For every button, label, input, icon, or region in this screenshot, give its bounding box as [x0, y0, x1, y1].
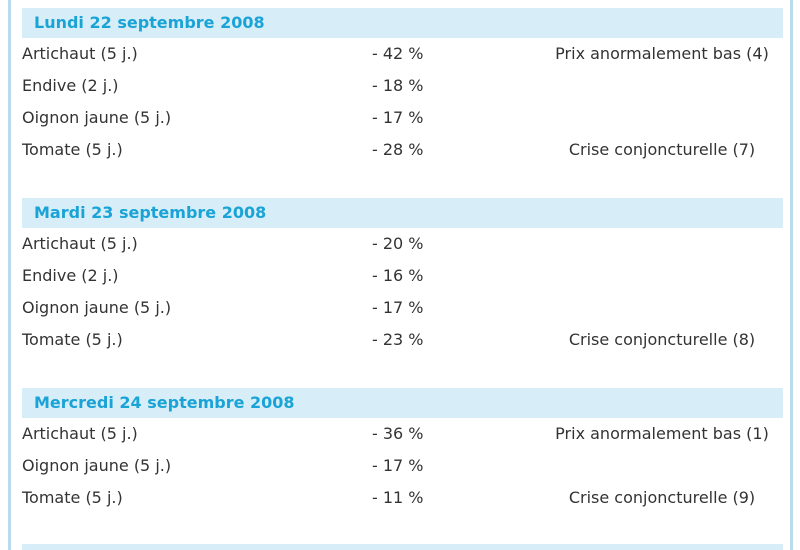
product: Oignon jaune (5 j.) — [22, 298, 172, 317]
product: Artichaut (5 j.) — [22, 44, 138, 63]
table-row: Artichaut (5 j.) - 20 % — [22, 228, 783, 260]
change: - 18 % — [372, 76, 424, 95]
change: - 36 % — [372, 424, 424, 443]
change: - 28 % — [372, 140, 424, 159]
change: - 16 % — [372, 266, 424, 285]
status: Crise conjoncturelle (7) — [568, 140, 756, 159]
table-row: Tomate (5 j.) - 23 % Crise conjoncturelle … — [22, 324, 783, 356]
section-title: Mardi 23 septembre 2008 — [22, 198, 783, 228]
product: Endive (2 j.) — [22, 266, 119, 285]
change: - 17 % — [372, 456, 424, 475]
change: - 23 % — [372, 330, 424, 349]
table-row: Oignon jaune (5 j.) - 17 % — [22, 450, 783, 482]
status: Crise conjoncturelle (9) — [568, 488, 756, 507]
frame-right — [790, 0, 793, 550]
table-row: Artichaut (5 j.) - 42 % Prix anormalement … — [22, 38, 783, 70]
status: Prix anormalement bas (4) — [555, 44, 769, 63]
change: - 11 % — [372, 488, 424, 507]
change: - 42 % — [372, 44, 424, 63]
product: Oignon jaune (5 j.) — [22, 456, 172, 475]
section-title: Lundi 22 septembre 2008 — [22, 8, 783, 38]
section-title: Mercredi 24 septembre 2008 — [22, 388, 783, 418]
product: Tomate (5 j.) — [22, 140, 123, 159]
product: Artichaut (5 j.) — [22, 234, 138, 253]
table-row: Tomate (5 j.) - 11 % Crise conjoncturelle … — [22, 482, 783, 514]
product: Artichaut (5 j.) — [22, 424, 138, 443]
table-row: Oignon jaune (5 j.) - 17 % — [22, 292, 783, 324]
section: Mardi 23 septembre 2008 Artichaut (5 j.) -… — [22, 198, 783, 356]
table-row: Endive (2 j.) - 16 % — [22, 260, 783, 292]
section: Mercredi 24 septembre 2008 Artichaut (5 j… — [22, 388, 783, 514]
section: Lundi 22 septembre 2008 Artichaut (5 j.) -… — [22, 8, 783, 166]
change: - 17 % — [372, 108, 424, 127]
table-row: Endive (2 j.) - 18 % — [22, 70, 783, 102]
change: - 17 % — [372, 298, 424, 317]
next-section-header — [22, 544, 783, 550]
status: Prix anormalement bas (1) — [555, 424, 769, 443]
product: Endive (2 j.) — [22, 76, 119, 95]
table-row: Tomate (5 j.) - 28 % Crise conjoncturelle … — [22, 134, 783, 166]
table-row: Oignon jaune (5 j.) - 17 % — [22, 102, 783, 134]
frame-left — [8, 0, 11, 550]
product: Tomate (5 j.) — [22, 330, 123, 349]
product: Tomate (5 j.) — [22, 488, 123, 507]
status: Crise conjoncturelle (8) — [568, 330, 756, 349]
product: Oignon jaune (5 j.) — [22, 108, 172, 127]
change: - 20 % — [372, 234, 424, 253]
table-row: Artichaut (5 j.) - 36 % Prix anormalement … — [22, 418, 783, 450]
